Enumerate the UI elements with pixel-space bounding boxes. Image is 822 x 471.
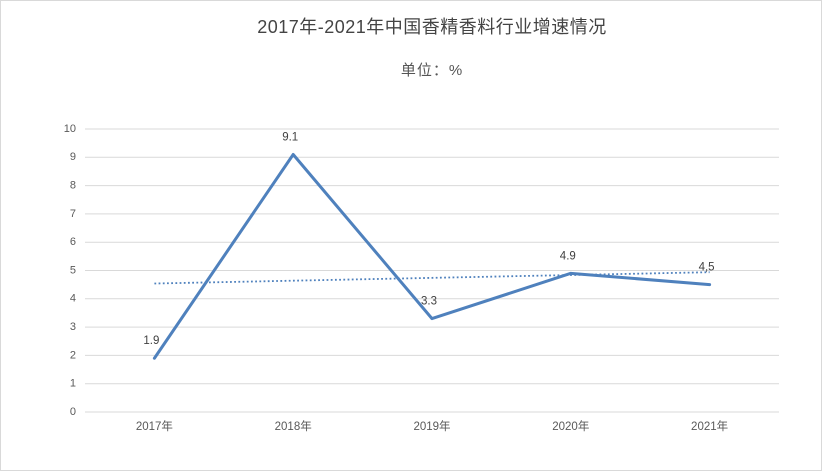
trendline-dotted bbox=[154, 271, 710, 285]
x-axis-tick-label: 2017年 bbox=[136, 419, 173, 433]
y-axis-tick-label: 4 bbox=[70, 293, 76, 305]
y-axis-tick-label: 1 bbox=[70, 378, 76, 390]
x-axis-tick-label: 2021年 bbox=[691, 419, 728, 433]
data-label: 1.9 bbox=[143, 335, 159, 347]
data-label: 9.1 bbox=[282, 131, 298, 143]
data-label: 4.9 bbox=[560, 250, 576, 262]
chart-subtitle: 单位：% bbox=[400, 62, 464, 79]
x-axis-tick-label: 2018年 bbox=[275, 419, 312, 433]
y-axis-tick-label: 6 bbox=[70, 236, 76, 248]
y-axis-tick-label: 9 bbox=[70, 151, 76, 163]
series-line bbox=[152, 152, 712, 360]
data-label: 4,5 bbox=[699, 262, 715, 274]
data-label: 3.3 bbox=[421, 296, 437, 308]
y-axis-tick-label: 3 bbox=[70, 321, 76, 333]
y-axis-tick-label: 0 bbox=[70, 406, 76, 418]
x-axis-tick-label: 2020年 bbox=[552, 419, 589, 433]
y-axis-tick-label: 10 bbox=[64, 123, 76, 135]
y-axis-tick-label: 2 bbox=[70, 349, 76, 361]
y-axis-tick-label: 5 bbox=[70, 264, 76, 276]
x-axis-tick-label: 2019年 bbox=[413, 419, 450, 433]
y-axis-tick-label: 8 bbox=[70, 180, 76, 192]
y-axis-tick-label: 7 bbox=[70, 208, 76, 220]
chart-title: 2017年-2021年中国香精香料行业增速情况 bbox=[257, 17, 607, 37]
